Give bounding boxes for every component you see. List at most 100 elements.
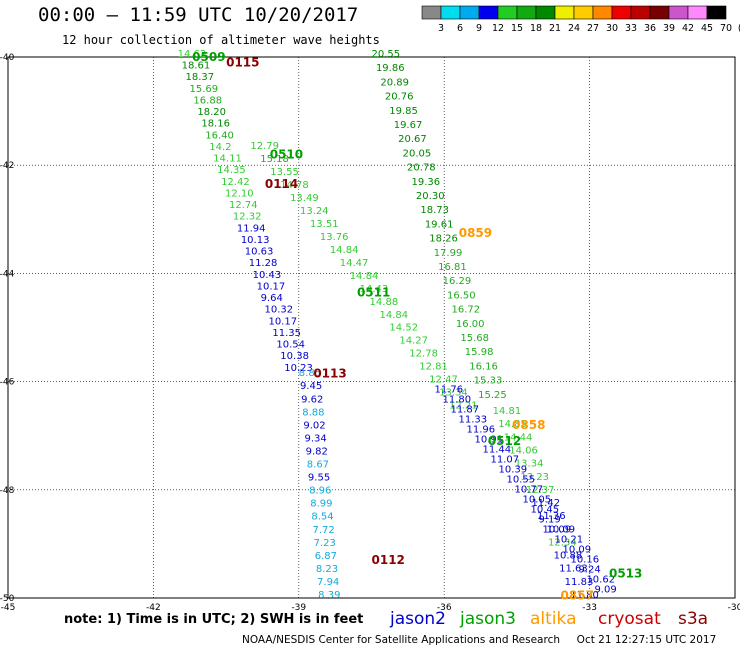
swh-value-label: 8.67 bbox=[307, 460, 329, 471]
swh-value-label: 11.83 bbox=[565, 577, 594, 588]
colorbar-label: 24 bbox=[568, 23, 580, 34]
swh-value-label: 18.73 bbox=[420, 205, 449, 216]
swh-value-label: 8.99 bbox=[310, 499, 332, 510]
swh-value-label: 10.63 bbox=[245, 247, 274, 258]
swh-value-label: 12.42 bbox=[221, 177, 250, 188]
swh-value-label: 20.55 bbox=[372, 49, 401, 60]
pass-number-label: 0509 bbox=[192, 50, 225, 64]
swh-value-label: 14.27 bbox=[399, 336, 428, 347]
swh-value-label: 13.34 bbox=[515, 459, 544, 470]
colorbar-label: 3 bbox=[438, 23, 444, 34]
swh-value-label: 14.88 bbox=[370, 297, 399, 308]
colorbar-label: 45 bbox=[701, 23, 713, 34]
swh-value-label: 18.37 bbox=[186, 72, 215, 83]
swh-value-label: 14.11 bbox=[213, 154, 242, 165]
swh-value-label: 10.21 bbox=[554, 535, 583, 546]
swh-value-label: 19.61 bbox=[425, 219, 454, 230]
swh-value-label: 14.52 bbox=[389, 323, 418, 334]
swh-value-label: 15.25 bbox=[478, 390, 507, 401]
colorbar-label: 6 bbox=[457, 23, 463, 34]
swh-value-label: 10.54 bbox=[276, 340, 305, 351]
pass-number-label: 0513 bbox=[609, 567, 642, 581]
swh-value-label: 20.30 bbox=[416, 191, 445, 202]
swh-value-label: 8.85 bbox=[299, 368, 321, 379]
swh-value-label: 14.78 bbox=[280, 180, 309, 191]
swh-value-label: 7.72 bbox=[312, 525, 334, 536]
swh-value-label: 19.36 bbox=[411, 177, 440, 188]
swh-value-label: 11.63 bbox=[559, 564, 588, 575]
swh-value-label: 12.32 bbox=[233, 212, 262, 223]
swh-value-label: 16.16 bbox=[469, 361, 498, 372]
swh-value-label: 20.78 bbox=[407, 163, 436, 174]
swh-value-label: 15.18 bbox=[260, 154, 289, 165]
swh-value-label: 7.23 bbox=[314, 538, 336, 549]
swh-value-label: 12.78 bbox=[409, 349, 438, 360]
y-tick-label: -42 bbox=[0, 161, 14, 171]
swh-value-label: 10.23 bbox=[284, 363, 313, 374]
swh-value-label: 11.94 bbox=[237, 223, 266, 234]
swh-value-label: 19.67 bbox=[394, 120, 423, 131]
colorbar-label: 30 bbox=[606, 23, 618, 34]
swh-value-label: 20.05 bbox=[403, 148, 432, 159]
chart-title: 00:00 — 11:59 UTC 10/20/2017 bbox=[38, 4, 359, 26]
swh-value-label: 11.36 bbox=[537, 511, 566, 522]
swh-value-label: 11.28 bbox=[249, 258, 278, 269]
swh-value-label: 18.16 bbox=[201, 119, 230, 130]
swh-value-label: 10.38 bbox=[280, 351, 309, 362]
swh-value-label: 14.62 bbox=[178, 49, 207, 60]
swh-value-label: 10.05 bbox=[522, 495, 551, 506]
swh-value-label: 7.94 bbox=[317, 577, 339, 588]
swh-value-label: 11.80 bbox=[570, 590, 599, 601]
credit-line: NOAA/NESDIS Center for Satellite Applica… bbox=[242, 634, 717, 646]
swh-value-label: 18.20 bbox=[197, 107, 226, 118]
swh-value-label: 13.51 bbox=[310, 219, 339, 230]
swh-value-label: 9.82 bbox=[306, 446, 328, 457]
swh-value-label: 10.43 bbox=[253, 270, 282, 281]
swh-value-label: 10.17 bbox=[257, 281, 286, 292]
legend-jason2: jason2 bbox=[390, 609, 446, 629]
swh-value-label: 9.62 bbox=[301, 394, 323, 405]
swh-value-label: 10.32 bbox=[265, 305, 294, 316]
swh-value-label: 11.42 bbox=[531, 498, 560, 509]
swh-value-label: 8.54 bbox=[311, 512, 333, 523]
swh-value-label: 10.77 bbox=[514, 485, 543, 496]
colorbar-label: 18 bbox=[530, 23, 542, 34]
colorbar-label: 33 bbox=[625, 23, 637, 34]
swh-value-label: 10.09 bbox=[543, 524, 572, 535]
pass-number-label: 0859 bbox=[459, 226, 492, 240]
pass-number-label: 0512 bbox=[488, 434, 521, 448]
swh-value-label: 10.09 bbox=[546, 525, 575, 536]
swh-value-label: 14.84 bbox=[379, 310, 408, 321]
pass-number-label: 0112 bbox=[372, 553, 405, 567]
swh-value-label: 13.34 bbox=[439, 388, 468, 399]
y-tick-label: -44 bbox=[0, 269, 15, 279]
swh-value-label: 19.86 bbox=[376, 63, 405, 74]
swh-value-label: 9.19 bbox=[538, 515, 560, 526]
swh-value-label: 11.96 bbox=[466, 424, 495, 435]
swh-value-label: 10.09 bbox=[562, 545, 591, 556]
swh-value-label: 15.33 bbox=[474, 376, 503, 387]
swh-value-label: 8.88 bbox=[302, 407, 324, 418]
swh-value-label: 11.80 bbox=[443, 394, 472, 405]
colorbar-label: 36 bbox=[644, 23, 656, 34]
x-tick-label: -42 bbox=[146, 603, 161, 613]
colorbar-label: 15 bbox=[511, 23, 523, 34]
swh-value-label: 16.88 bbox=[193, 95, 222, 106]
colorbar-label: 21 bbox=[549, 23, 561, 34]
swh-value-label: 18.26 bbox=[429, 234, 458, 245]
colorbar-label: 12 bbox=[492, 23, 504, 34]
colorbar-label: 42 bbox=[682, 23, 694, 34]
pass-number-label: 0511 bbox=[357, 285, 390, 299]
swh-value-label: 12.37 bbox=[526, 485, 555, 496]
swh-value-label: 15.98 bbox=[465, 347, 494, 358]
x-tick-label: -36 bbox=[437, 603, 452, 613]
swh-value-label: 11.07 bbox=[490, 454, 519, 465]
swh-value-label: 10.45 bbox=[530, 505, 559, 516]
pass-number-label: 0858 bbox=[512, 418, 545, 432]
swh-value-label: 16.81 bbox=[438, 262, 467, 273]
swh-value-label: 14.85 bbox=[498, 419, 527, 430]
swh-value-label: 9.24 bbox=[578, 565, 600, 576]
colorbar-label: (ft) bbox=[738, 23, 740, 34]
